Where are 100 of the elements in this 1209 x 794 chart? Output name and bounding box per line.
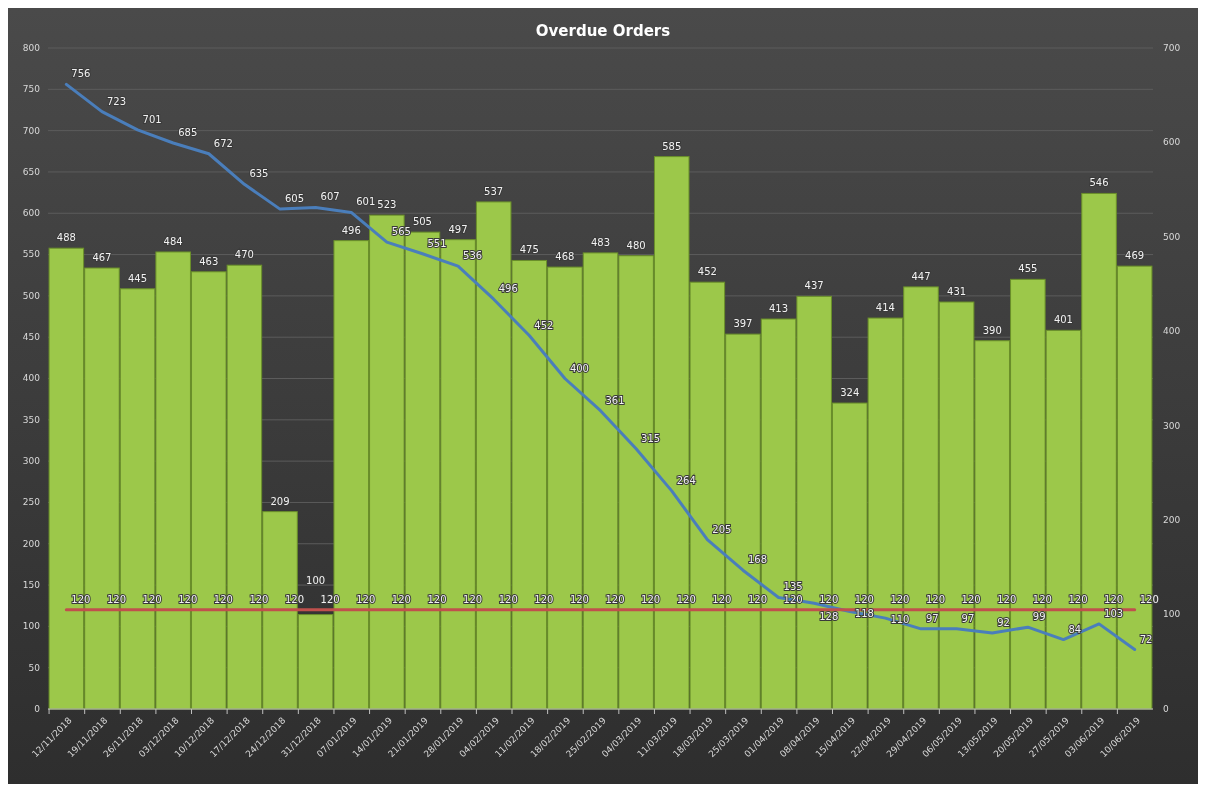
data-label: 455 — [1018, 263, 1038, 275]
data-label: 452 — [697, 266, 717, 278]
data-label: 120 — [1068, 593, 1088, 605]
data-label: 120 — [676, 593, 696, 605]
data-label: 120 — [106, 593, 127, 605]
data-label: 463 — [199, 255, 219, 267]
data-label: 120 — [783, 593, 803, 605]
data-label: 128 — [819, 611, 839, 623]
data-label: 209 — [270, 495, 290, 507]
data-label: 120 — [427, 593, 447, 605]
data-label: 756 — [71, 68, 91, 80]
y-tick-label: 400 — [22, 373, 41, 384]
data-label: 120 — [71, 593, 91, 605]
data-label: 470 — [234, 249, 254, 261]
data-label: 120 — [747, 593, 768, 605]
data-label: 452 — [534, 319, 554, 331]
y2-tick-label: 600 — [1163, 137, 1181, 148]
data-label: 601 — [356, 196, 376, 208]
data-label: 135 — [783, 581, 803, 593]
y-tick-label: 300 — [22, 456, 41, 467]
y-tick-label: 350 — [22, 414, 41, 425]
data-label: 324 — [840, 387, 860, 399]
y2-tick-label: 700 — [1163, 42, 1181, 53]
data-label: 467 — [92, 252, 112, 264]
data-label: 120 — [926, 593, 946, 605]
data-label: 447 — [911, 270, 931, 282]
y2-tick-label: 300 — [1163, 420, 1181, 431]
data-label: 120 — [391, 593, 411, 605]
y-tick-label: 650 — [22, 166, 41, 177]
data-label: 120 — [534, 593, 554, 605]
data-label: 483 — [590, 236, 611, 248]
data-label: 120 — [1032, 593, 1052, 605]
data-label: 120 — [854, 593, 874, 605]
y2-tick-label: 100 — [1163, 609, 1181, 620]
data-label: 97 — [961, 612, 975, 624]
data-label: 605 — [285, 193, 305, 205]
data-label: 496 — [341, 224, 361, 236]
data-label: 120 — [890, 593, 910, 605]
data-label: 497 — [448, 223, 468, 235]
y2-tick-label: 500 — [1163, 231, 1181, 242]
data-label: 120 — [641, 593, 661, 605]
data-label: 475 — [519, 244, 539, 256]
y-tick-label: 0 — [34, 703, 41, 714]
y-tick-label: 150 — [22, 579, 41, 590]
y-tick-label: 750 — [22, 84, 41, 95]
data-label: 635 — [249, 168, 269, 180]
y-tick-label: 700 — [22, 125, 41, 136]
data-label: 103 — [1104, 607, 1124, 619]
data-label: 536 — [463, 250, 483, 262]
data-label: 701 — [142, 113, 162, 125]
data-label: 414 — [875, 302, 895, 314]
data-label: 361 — [605, 394, 625, 406]
data-label: 120 — [249, 593, 269, 605]
y-tick-label: 200 — [22, 538, 41, 549]
data-label: 120 — [178, 593, 198, 605]
data-label: 484 — [163, 235, 183, 247]
data-label: 401 — [1053, 314, 1073, 326]
data-label: 607 — [320, 191, 340, 203]
data-label: 100 — [306, 574, 326, 586]
y-tick-label: 100 — [22, 621, 41, 632]
data-label: 120 — [142, 593, 162, 605]
chart-title: Overdue Orders — [535, 22, 671, 40]
data-label: 72 — [1139, 633, 1153, 645]
data-label: 120 — [961, 593, 981, 605]
y-tick-label: 800 — [22, 42, 41, 53]
data-label: 723 — [106, 95, 127, 107]
data-label: 390 — [982, 324, 1002, 336]
data-label: 496 — [498, 283, 518, 295]
data-label: 468 — [555, 251, 575, 263]
data-label: 120 — [463, 593, 483, 605]
data-label: 99 — [1032, 611, 1046, 623]
data-label: 445 — [128, 272, 148, 284]
data-label: 120 — [1104, 593, 1124, 605]
y2-tick-label: 400 — [1163, 326, 1181, 337]
data-label: 120 — [569, 593, 589, 605]
y-tick-label: 500 — [22, 290, 41, 301]
data-label: 585 — [662, 140, 682, 152]
data-label: 672 — [213, 137, 233, 149]
data-label: 205 — [712, 523, 732, 535]
data-label: 413 — [769, 303, 789, 315]
data-label: 400 — [569, 362, 589, 374]
data-label: 551 — [427, 237, 447, 249]
data-label: 397 — [733, 318, 753, 330]
data-label: 120 — [819, 593, 839, 605]
data-label: 120 — [997, 593, 1017, 605]
y-tick-label: 550 — [22, 249, 41, 260]
data-label: 685 — [178, 127, 198, 139]
y2-tick-label: 0 — [1163, 703, 1169, 714]
data-label: 565 — [391, 226, 411, 238]
data-label: 118 — [854, 607, 874, 619]
data-label: 84 — [1068, 623, 1082, 635]
data-label: 488 — [56, 232, 76, 244]
data-label: 264 — [676, 474, 696, 486]
data-label: 168 — [747, 554, 768, 566]
data-label: 480 — [626, 239, 646, 251]
data-label: 120 — [605, 593, 625, 605]
y-tick-label: 450 — [22, 332, 41, 343]
data-label: 120 — [498, 593, 518, 605]
data-label: 120 — [712, 593, 732, 605]
data-label: 92 — [997, 616, 1010, 628]
